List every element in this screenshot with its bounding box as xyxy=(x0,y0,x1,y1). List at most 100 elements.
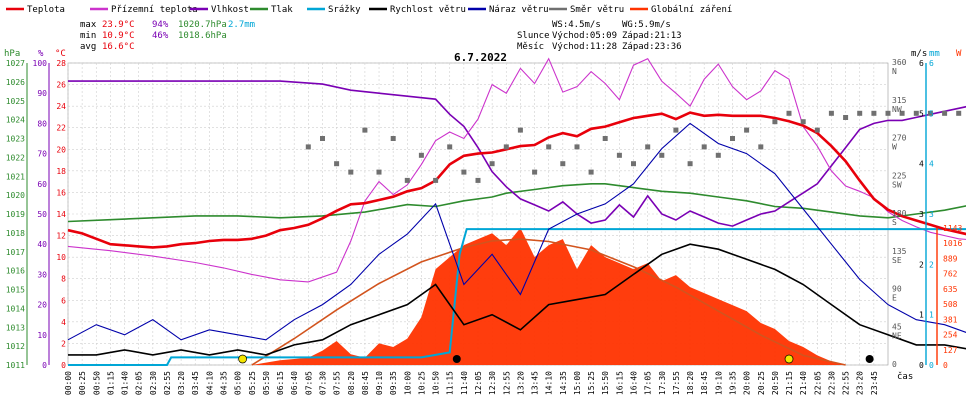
time-axis-label: čas xyxy=(897,371,913,382)
time-tick-label: 14:35 xyxy=(559,371,568,395)
time-tick-label: 02:30 xyxy=(149,371,158,395)
time-tick-label: 15:25 xyxy=(587,371,596,395)
direction-compass-label: NE xyxy=(892,331,902,340)
time-tick-label: 17:55 xyxy=(672,371,681,395)
temperature-tick-label: 10 xyxy=(56,253,66,262)
wind-direction-point xyxy=(772,119,778,125)
sunrise-marker xyxy=(238,354,247,364)
wind-direction-point xyxy=(758,144,764,150)
solar-tick-label: 762 xyxy=(943,270,958,279)
hpa-tick-label: 1025 xyxy=(6,97,25,106)
time-tick-label: 01:15 xyxy=(106,371,115,395)
wind-direction-point xyxy=(546,144,552,150)
hpa-tick-label: 1011 xyxy=(6,361,25,370)
direction-compass-label: N xyxy=(892,67,897,76)
stat-max-rain: 2.7mm xyxy=(228,20,255,30)
direction-tick-label: 45 xyxy=(892,322,902,331)
rain-mm-tick-label: 6 xyxy=(929,59,934,68)
wind-direction-point xyxy=(475,177,481,183)
legend-label: Přízemní teplota xyxy=(111,5,198,15)
legend: Teplota Přízemní teplota Vlhkost Tlak Srážky… xyxy=(6,5,732,15)
wind-direction-point xyxy=(673,127,679,133)
time-tick-label: 17:05 xyxy=(644,371,653,395)
hpa-tick-label: 1023 xyxy=(6,135,25,144)
humidity-line xyxy=(68,80,966,227)
wind-direction-point xyxy=(645,144,651,150)
solar-tick-label: 0 xyxy=(943,361,948,370)
solar-tick-label: 1143 xyxy=(943,224,962,233)
direction-compass-label: SW xyxy=(892,180,902,189)
hpa-tick-label: 1027 xyxy=(6,59,25,68)
time-tick-label: 22:55 xyxy=(842,371,851,395)
wind-direction-point xyxy=(334,161,340,167)
wind-ms-tick-label: 1 xyxy=(919,311,924,320)
wind-direction-point xyxy=(461,169,467,175)
stat-min-press: 1018.6hPa xyxy=(178,31,227,41)
time-tick-label: 02:55 xyxy=(163,371,172,395)
time-tick-label: 00:25 xyxy=(78,371,87,395)
wind-direction-point xyxy=(362,127,368,133)
wind-direction-point xyxy=(871,110,877,116)
legend-label: Srážky xyxy=(328,5,361,15)
rain-axis-unit: mm xyxy=(929,49,940,59)
stat-min-hum: 46% xyxy=(152,31,169,41)
clear-sky-radiation-line xyxy=(251,238,846,366)
legend-label: Rychlost větru xyxy=(390,5,466,15)
time-tick-label: 05:50 xyxy=(262,371,271,395)
time-tick-label: 00:50 xyxy=(92,371,101,395)
time-tick-label: 21:15 xyxy=(785,371,794,395)
wind-ms-tick-label: 3 xyxy=(919,210,924,219)
temperature-tick-label: 18 xyxy=(56,167,66,176)
time-tick-label: 21:40 xyxy=(799,371,808,395)
legend-label: Globální záření xyxy=(651,5,732,15)
direction-tick-label: 90 xyxy=(892,285,902,294)
chart-grid xyxy=(67,62,889,366)
wind-direction-point xyxy=(404,177,410,183)
time-tick-label: 19:10 xyxy=(714,371,723,395)
wind-direction-point xyxy=(616,152,622,158)
wind-direction-point xyxy=(532,169,538,175)
time-tick-label: 10:00 xyxy=(403,371,412,395)
temperature-tick-label: 28 xyxy=(56,59,66,68)
time-tick-label: 04:10 xyxy=(205,371,214,395)
solar-tick-label: 1016 xyxy=(943,239,962,248)
humidity-tick-label: 10 xyxy=(37,331,47,340)
time-tick-label: 07:30 xyxy=(318,371,327,395)
solar-tick-label: 889 xyxy=(943,254,958,263)
sun-label: Slunce xyxy=(517,31,550,41)
rain-mm-tick-label: 4 xyxy=(929,160,934,169)
chart-title: 6.7.2022 xyxy=(454,51,507,64)
moonset: Západ:23:36 xyxy=(622,42,682,52)
stat-avg-label: avg xyxy=(80,42,96,52)
wind-direction-point xyxy=(390,136,396,141)
hpa-axis-unit: hPa xyxy=(4,49,20,59)
solar-tick-label: 127 xyxy=(943,346,958,355)
time-tick-label: 10:25 xyxy=(417,371,426,395)
temperature-tick-label: 20 xyxy=(56,145,66,154)
wind-direction-point xyxy=(489,161,495,167)
hpa-tick-label: 1020 xyxy=(6,191,25,200)
temperature-tick-label: 22 xyxy=(56,124,66,133)
wind-ms-tick-label: 0 xyxy=(919,361,924,370)
wind-direction-point xyxy=(814,127,820,133)
time-tick-label: 07:55 xyxy=(333,371,342,395)
solar-tick-label: 508 xyxy=(943,300,958,309)
wind-direction-point xyxy=(843,115,849,120)
time-tick-label: 11:40 xyxy=(460,371,469,395)
wind-direction-point xyxy=(744,127,750,133)
sunset: Západ:21:13 xyxy=(622,31,682,41)
solar-layer xyxy=(68,228,966,366)
hpa-tick-label: 1022 xyxy=(6,153,25,162)
time-tick-label: 17:30 xyxy=(658,371,667,395)
direction-compass-label: S xyxy=(892,218,897,227)
solar-axis-unit: W xyxy=(956,49,962,59)
wind-direction-point xyxy=(701,144,707,150)
wind-direction-point xyxy=(447,144,453,150)
time-tick-label: 02:05 xyxy=(135,371,144,395)
humidity-tick-label: 50 xyxy=(37,210,47,219)
wind-direction-point xyxy=(857,110,863,116)
time-tick-label: 22:05 xyxy=(813,371,822,395)
pressure-line xyxy=(67,183,966,223)
time-tick-label: 13:20 xyxy=(516,371,525,395)
